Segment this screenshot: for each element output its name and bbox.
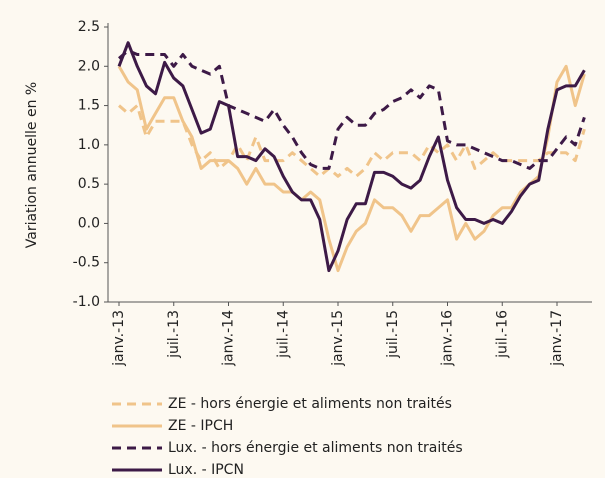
series-line — [117, 64, 586, 273]
x-tick-label: janv.-17 — [549, 310, 565, 367]
y-tick-label: 2.0 — [78, 58, 100, 74]
series-line — [118, 49, 586, 170]
x-tick-label: juil.-15 — [385, 310, 401, 359]
y-axis-title: Variation annuelle en % — [24, 82, 40, 248]
x-tick-label: janv.-16 — [440, 310, 456, 367]
x-tick-label: juil.-14 — [275, 310, 291, 359]
x-tick-label: juil.-13 — [166, 310, 182, 359]
legend-label: Lux. - IPCN — [168, 462, 244, 478]
y-tick-label: -1.0 — [73, 294, 100, 310]
legend-label: Lux. - hors énergie et aliments non trai… — [168, 440, 463, 456]
y-tick-label: 1.5 — [78, 98, 100, 114]
y-tick-label: 2.5 — [78, 19, 100, 35]
series-line — [117, 41, 586, 273]
x-tick-label: janv.-13 — [111, 310, 127, 367]
y-tick-label: 1.0 — [78, 137, 100, 153]
x-tick-label: janv.-15 — [330, 310, 346, 367]
x-tick-label: juil.-16 — [494, 310, 510, 359]
legend-label: ZE - IPCH — [168, 418, 233, 434]
y-tick-label: -0.5 — [73, 255, 100, 271]
y-tick-label: 0.0 — [78, 215, 100, 231]
x-tick-label: janv.-14 — [221, 310, 237, 367]
y-tick-label: 0.5 — [78, 176, 100, 192]
legend-label: ZE - hors énergie et aliments non traité… — [168, 396, 452, 412]
